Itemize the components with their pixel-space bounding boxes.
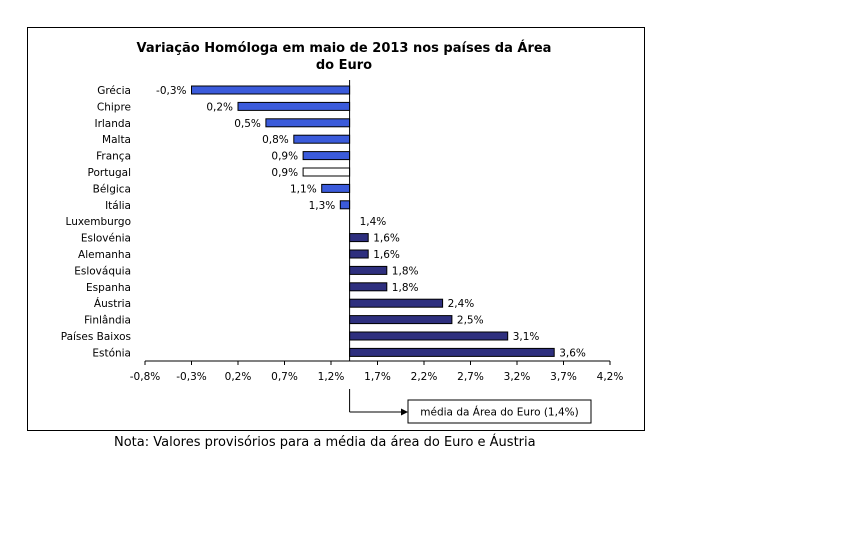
bar	[349, 282, 388, 292]
chart-title-line-2: do Euro	[316, 58, 372, 73]
category-label: Alemanha	[78, 249, 131, 261]
x-tick-label: 1,2%	[318, 371, 345, 383]
x-tick-label: 3,7%	[550, 371, 577, 383]
x-tick-label: -0,3%	[176, 371, 206, 383]
bar	[293, 134, 351, 144]
x-tick-label: 0,7%	[271, 371, 298, 383]
x-tick-label: -0,8%	[130, 371, 160, 383]
category-label: Grécia	[97, 85, 131, 97]
bar	[349, 331, 509, 341]
category-label: Irlanda	[94, 118, 131, 130]
x-tick-label: 3,2%	[504, 371, 531, 383]
annotation-label: média da Área do Euro (1,4%)	[420, 406, 578, 419]
category-label: Chipre	[97, 101, 131, 113]
bar	[349, 347, 555, 357]
x-axis: -0,8% -0,3% 0,2% 0,7% 1,2% 1,7% 2,2% 2,7% 3,2% 3,…	[130, 360, 624, 383]
average-annotation: média da Área do Euro (1,4%)	[349, 389, 592, 424]
x-tick-label: 0,2%	[225, 371, 252, 383]
data-label: 1,6%	[373, 249, 400, 261]
data-label: 1,8%	[392, 282, 419, 294]
category-label: Portugal	[88, 167, 132, 179]
category-label: França	[96, 151, 131, 163]
bar	[237, 101, 351, 111]
bar	[349, 249, 369, 259]
chart-frame: Variação Homóloga em maio de 2013 nos pa…	[27, 27, 645, 431]
bar-chart: Variação Homóloga em maio de 2013 nos pa…	[61, 40, 624, 424]
annotation-box	[407, 399, 592, 424]
x-tick-label: 1,7%	[364, 371, 391, 383]
footnote: Nota: Valores provisórios para a média d…	[114, 435, 536, 450]
bar	[265, 118, 351, 128]
category-label: Bélgica	[93, 183, 131, 195]
bars-layer: Grécia -0,3% Chipre 0,2% Irlanda 0,5% Malta 0,8…	[61, 80, 586, 361]
category-label: Países Baixos	[61, 331, 131, 343]
bar	[302, 167, 351, 177]
bar	[321, 183, 351, 193]
bar	[349, 298, 444, 308]
x-tick-label: 4,2%	[597, 371, 624, 383]
data-label: 0,5%	[234, 118, 261, 130]
bar	[349, 265, 388, 275]
category-label: Finlândia	[84, 315, 131, 327]
category-label: Eslováquia	[74, 265, 131, 277]
category-label: Eslovénia	[81, 233, 131, 245]
bar	[349, 233, 369, 243]
bar	[302, 151, 351, 161]
annotation-arrow-head	[401, 408, 408, 416]
category-label: Espanha	[86, 282, 131, 294]
data-label: 1,6%	[373, 233, 400, 245]
category-label: Malta	[102, 134, 131, 146]
data-label: 1,1%	[290, 183, 317, 195]
x-tick-label: 2,2%	[411, 371, 438, 383]
data-label: 3,6%	[559, 347, 586, 359]
data-label: 2,5%	[457, 315, 484, 327]
data-label: 0,2%	[206, 101, 233, 113]
bar	[339, 200, 351, 210]
data-label: 0,9%	[271, 151, 298, 163]
category-label: Itália	[105, 200, 131, 212]
category-label: Luxemburgo	[66, 216, 131, 228]
category-label: Áustria	[94, 297, 131, 310]
data-label: 1,3%	[309, 200, 336, 212]
data-label: 0,8%	[262, 134, 289, 146]
data-label: 1,8%	[392, 265, 419, 277]
bar	[349, 315, 453, 325]
bar	[191, 85, 351, 95]
chart-title-line-1: Variação Homóloga em maio de 2013 nos pa…	[137, 40, 552, 56]
data-label: 3,1%	[513, 331, 540, 343]
data-label: 2,4%	[448, 298, 475, 310]
data-label: 0,9%	[271, 167, 298, 179]
data-label: 1,4%	[360, 216, 387, 228]
data-label: -0,3%	[156, 85, 186, 97]
category-label: Estónia	[92, 347, 131, 359]
x-tick-label: 2,7%	[457, 371, 484, 383]
